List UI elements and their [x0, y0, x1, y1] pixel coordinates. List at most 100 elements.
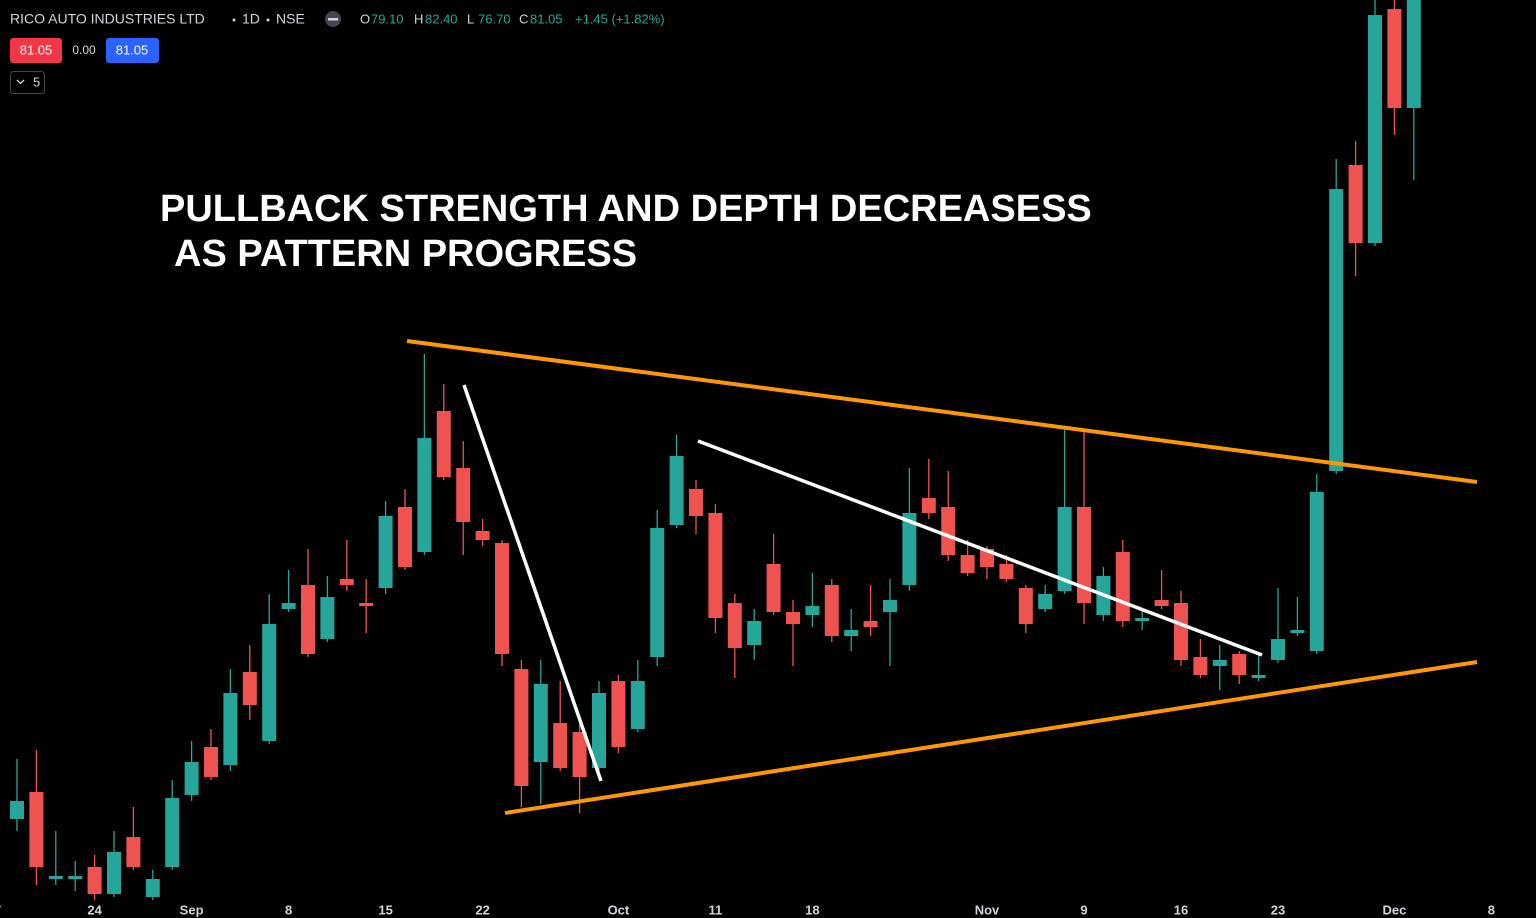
candle-body — [359, 603, 374, 606]
candle-body — [87, 867, 102, 894]
candle-body — [1251, 675, 1266, 678]
status-icon — [328, 18, 338, 21]
candle-body — [281, 603, 296, 609]
candle-body — [320, 597, 335, 639]
ohlc-value: 76.70 — [478, 11, 511, 26]
x-tick-label: Nov — [975, 902, 1000, 917]
candle-body — [747, 621, 762, 645]
symbol: RICO AUTO INDUSTRIES LTD — [10, 11, 205, 27]
bid[interactable]: 81.05 — [20, 42, 53, 57]
candle-body — [184, 762, 199, 795]
candle-body — [1018, 588, 1033, 624]
candle-body — [1309, 492, 1324, 651]
x-tick-label: 9 — [1080, 902, 1087, 917]
pullback-line — [462, 384, 603, 782]
ohlc-key: C — [519, 11, 528, 26]
candle-body — [592, 693, 606, 768]
candle-body — [1271, 639, 1285, 660]
annotation: PULLBACK STRENGTH AND DEPTH DECREASESS — [160, 188, 1092, 230]
candle-body — [1232, 654, 1247, 675]
candle-body — [669, 456, 684, 525]
interval[interactable]: 1D — [242, 11, 260, 27]
candle-body — [708, 513, 723, 618]
candle-body — [941, 507, 956, 555]
x-tick-label: Oct — [608, 902, 630, 917]
candle-body — [689, 489, 703, 516]
x-tick-label: 8 — [285, 902, 292, 917]
candle-body — [805, 606, 820, 615]
x-tick-label: Sep — [180, 902, 204, 917]
x-tick-label: 8 — [1488, 902, 1495, 917]
candle-body — [301, 585, 315, 654]
candle-body — [1174, 603, 1188, 660]
bid-button[interactable] — [10, 38, 62, 63]
candle-body — [1387, 9, 1402, 108]
candle-body — [844, 630, 859, 636]
candle-body — [999, 564, 1014, 579]
ohlc-value: 79.10 — [371, 11, 404, 26]
candle-body — [68, 876, 83, 879]
candle-body — [1115, 552, 1130, 621]
ohlc: O 79.10 H 82.40 L 76.70 C 81.05 — [360, 11, 563, 26]
x-tick-label: Dec — [1382, 902, 1406, 917]
candle-body — [514, 669, 529, 786]
ask-button[interactable] — [106, 38, 159, 63]
candle-body — [883, 600, 897, 612]
x-tick-label: 18 — [805, 902, 819, 917]
candle-body — [1406, 0, 1421, 108]
candle-body — [1212, 660, 1227, 666]
candle-body — [727, 603, 742, 648]
x-tick-label: 15 — [378, 902, 392, 917]
x-tick-label: 16 — [1174, 902, 1188, 917]
candle-body — [107, 852, 121, 894]
candle-body — [960, 555, 975, 573]
ohlc-key: H — [414, 11, 423, 26]
ohlc-value: 82.40 — [425, 11, 458, 26]
candle-body — [417, 438, 432, 552]
candle-body — [1348, 165, 1363, 243]
candle-body — [611, 681, 626, 747]
candle-body — [863, 621, 878, 627]
trendline — [504, 660, 1478, 815]
candle-body — [475, 531, 490, 540]
ask[interactable]: 81.05 — [116, 42, 149, 57]
candle-body — [1135, 618, 1150, 621]
candle-body — [10, 801, 24, 819]
indicator-toggle[interactable] — [10, 71, 45, 94]
x-axis: 7 24 Sep 8 15 22 Oct 11 18 Nov 9 16 23 Dec 8 — [0, 902, 1495, 917]
candle-body — [204, 747, 218, 777]
candles — [10, 0, 1421, 900]
candle-body — [1077, 507, 1091, 603]
candle-body — [921, 498, 936, 513]
x-tick-label: 7 — [0, 902, 1, 917]
candle-body — [165, 798, 180, 867]
ohlc-key: L — [467, 11, 474, 26]
separator — [266, 18, 270, 22]
separator — [232, 18, 236, 22]
spread: 0.00 — [72, 43, 96, 57]
candle-body — [1193, 657, 1208, 675]
candle-body — [378, 516, 393, 588]
candle-body — [572, 732, 587, 777]
candle-body — [1290, 630, 1305, 633]
pullback-line — [697, 439, 1263, 657]
indicator-count[interactable]: 5 — [33, 74, 40, 89]
candle-body — [630, 681, 645, 729]
candle-body — [902, 513, 917, 585]
x-tick-label: 24 — [87, 902, 102, 917]
candle-body — [1057, 507, 1072, 591]
ohlc-value: 81.05 — [530, 11, 563, 26]
candle-body — [242, 672, 257, 705]
candle-body — [223, 693, 238, 765]
candle-body — [786, 612, 800, 624]
candle-body — [533, 684, 548, 762]
candle-body — [824, 585, 839, 636]
x-tick-label: 23 — [1271, 902, 1285, 917]
candle-body — [262, 624, 277, 741]
candle-body — [650, 528, 665, 657]
candle-body — [1329, 189, 1344, 471]
candle-body — [145, 879, 160, 897]
chevron — [16, 79, 25, 85]
